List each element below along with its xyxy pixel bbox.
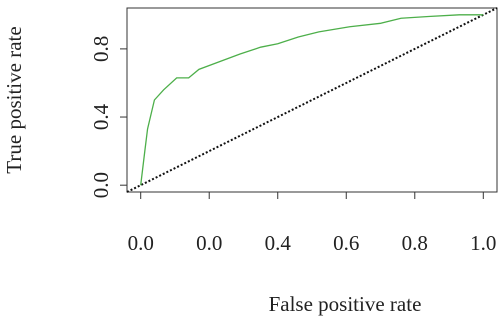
y-tick-label: 0.4 [89, 103, 113, 130]
x-tick-label: 0.0 [128, 231, 154, 255]
roc-curve [140, 14, 484, 186]
plot-box [126, 7, 498, 193]
y-axis-label: True positive rate [2, 26, 26, 173]
x-tick-label: 0.0 [196, 231, 222, 255]
x-tick-label: 1.0 [470, 231, 496, 255]
x-tick-label: 0.8 [402, 231, 428, 255]
x-axis-label: False positive rate [269, 292, 422, 316]
y-tick-label: 0.8 [89, 36, 113, 62]
y-tick-label: 0.0 [89, 172, 113, 198]
x-tick-label: 0.4 [265, 231, 292, 255]
diagonal [126, 7, 498, 193]
x-tick-label: 0.6 [333, 231, 359, 255]
